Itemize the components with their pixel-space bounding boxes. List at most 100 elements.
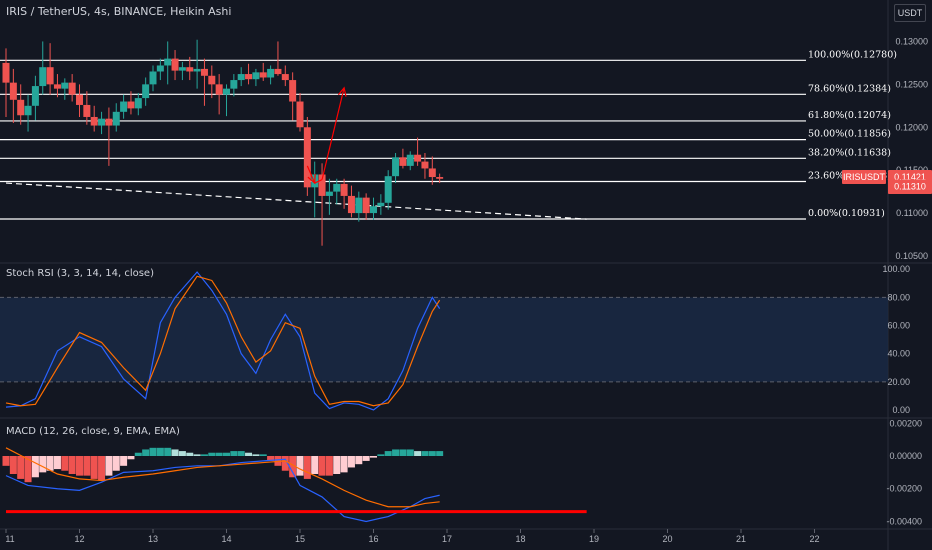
candle-body [61, 82, 69, 89]
symbol-tag-text: IRISUSDT [843, 172, 886, 182]
candle-body [245, 74, 253, 80]
macd-histogram-bar [53, 456, 61, 470]
price-axis-label: 0.12500 [895, 79, 928, 89]
macd-histogram-bar [384, 451, 392, 456]
arrow-head-down [307, 174, 316, 185]
time-axis-label: 12 [74, 534, 84, 544]
time-axis-label: 17 [442, 534, 452, 544]
currency-button[interactable]: USDT [894, 4, 926, 22]
candle-body [377, 202, 385, 207]
marker-tag [888, 179, 932, 194]
macd-histogram-bar [311, 456, 319, 474]
candle-body [237, 74, 245, 81]
macd-histogram-bar [230, 451, 238, 456]
candle-body [215, 84, 223, 95]
macd-signal-line [5, 447, 440, 508]
macd-histogram-bar [186, 452, 194, 456]
candle-body [259, 72, 267, 78]
candle-body [9, 82, 17, 100]
candle-body [171, 58, 179, 71]
candle-body [223, 88, 230, 95]
macd-histogram-bar [340, 456, 348, 473]
macd-histogram-bar [362, 456, 370, 461]
candle-body [24, 105, 32, 116]
candle-body [347, 195, 355, 214]
macd-histogram-bar [120, 456, 128, 466]
candle-body [90, 116, 98, 126]
candle-body [98, 118, 106, 126]
candle-body [384, 176, 392, 203]
time-axis-label: 13 [148, 534, 158, 544]
candle-body [392, 157, 400, 177]
time-axis-label: 21 [736, 534, 746, 544]
candle-body [76, 94, 83, 105]
candle-body [142, 84, 150, 99]
candle-body [289, 80, 297, 102]
macd-histogram-bar [428, 451, 436, 456]
stoch-band [0, 297, 888, 382]
arrow-segment [321, 87, 345, 180]
fib-level-label: 0.00%(0.10931) [808, 208, 885, 219]
fib-level-label: 78.60%(0.12384) [808, 83, 891, 94]
candle-body [303, 127, 311, 188]
arrow-segment [306, 165, 316, 184]
macd-histogram-bar [296, 456, 304, 476]
candle-body [83, 104, 91, 117]
macd-histogram-bar [237, 451, 245, 456]
candle-body [53, 84, 61, 89]
symbol-tag [842, 169, 886, 184]
macd-histogram-bar [215, 452, 223, 456]
macd-histogram-bar [421, 451, 429, 456]
candle-body [193, 68, 201, 72]
price-axis-label: 0.11000 [896, 208, 928, 218]
macd-histogram-bar [259, 454, 267, 456]
macd-histogram-bar [436, 451, 444, 456]
macd-histogram-bar [355, 456, 363, 465]
fib-level-label: 100.00%(0.12780) [808, 49, 897, 60]
candle-body [296, 101, 304, 128]
stoch-rsi-label: Stoch RSI (3, 3, 14, 14, close) [6, 268, 154, 279]
stoch-axis-label: 80.00 [887, 292, 910, 302]
macd-histogram-bar [76, 456, 83, 476]
macd-histogram-bar [164, 447, 172, 456]
arrow-segment [314, 179, 323, 184]
macd-histogram-bar [333, 456, 341, 474]
macd-histogram-bar [17, 456, 25, 479]
macd-histogram-bar [414, 451, 422, 456]
arrow-head-up [337, 86, 347, 97]
candle-body [17, 99, 25, 116]
stoch-axis-label: 20.00 [887, 377, 910, 387]
macd-histogram-bar [112, 456, 120, 471]
macd-histogram-bar [31, 456, 39, 478]
macd-axis-label: -0.00400 [886, 516, 922, 526]
candle-body [134, 98, 142, 109]
candle-body [436, 177, 444, 179]
macd-histogram-bar [156, 447, 164, 456]
candle-body [39, 67, 47, 87]
macd-histogram-bar [377, 454, 385, 456]
candle-body [68, 82, 76, 95]
time-axis-label: 18 [515, 534, 525, 544]
candle-body [318, 174, 326, 196]
macd-histogram-bar [142, 449, 150, 456]
candle-body [252, 72, 260, 80]
time-axis-label: 15 [295, 534, 305, 544]
candle-body [120, 101, 128, 112]
macd-histogram-bar [171, 449, 179, 456]
time-axis-label: 22 [809, 534, 819, 544]
candle-body [325, 191, 333, 196]
macd-axis-label: 0.00200 [889, 418, 922, 428]
macd-histogram-bar [223, 452, 230, 456]
macd-line [5, 458, 440, 523]
dashed-trendline [5, 182, 587, 220]
candle-body [2, 62, 10, 83]
candle-body [105, 118, 113, 126]
macd-histogram-bar [399, 449, 407, 456]
macd-histogram-bar [347, 456, 355, 468]
chart-title: IRIS / TetherUS, 4s, BINANCE, Heikin Ash… [6, 5, 232, 18]
candle-body [281, 74, 289, 81]
price-tag-value: 0.11421 [894, 172, 926, 182]
macd-histogram-bar [90, 456, 98, 479]
candle-body [362, 197, 370, 214]
